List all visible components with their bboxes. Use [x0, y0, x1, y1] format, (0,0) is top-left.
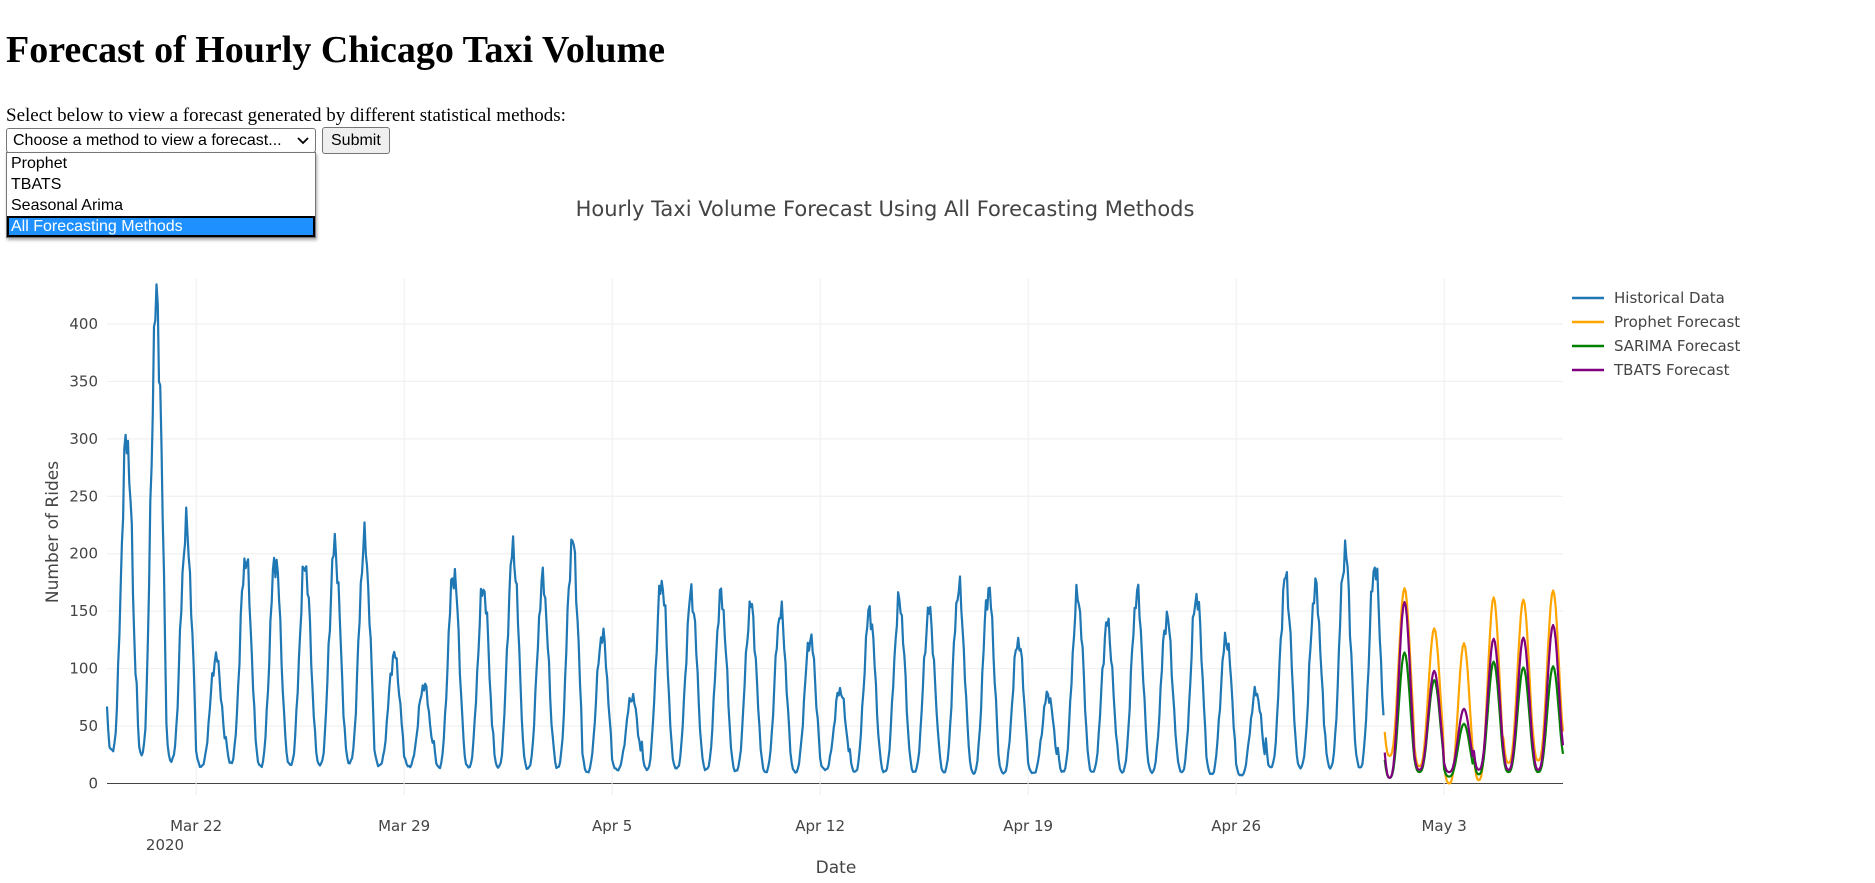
x-axis-ticks: Mar 22 Mar 29 Apr 5 Apr 12 Apr 19 Apr 26 May 3 [170, 817, 1467, 835]
x-tick-label: Apr 12 [795, 817, 845, 835]
method-select-value: Choose a method to view a forecast... [13, 131, 282, 149]
y-tick-label: 0 [88, 775, 98, 793]
y-tick-label: 250 [69, 487, 98, 505]
grid-lines [107, 278, 1563, 795]
x-tick-label: Apr 19 [1003, 817, 1053, 835]
option-all-forecasting-methods[interactable]: All Forecasting Methods [7, 216, 315, 237]
y-axis-label: Number of Rides [43, 461, 63, 603]
x-axis-year-label: 2020 [146, 836, 184, 854]
x-tick-label: Mar 29 [378, 817, 430, 835]
y-tick-label: 300 [69, 430, 98, 448]
y-tick-label: 200 [69, 545, 98, 563]
y-tick-label: 400 [69, 315, 98, 333]
series-line-historical-data [105, 283, 1385, 777]
chevron-down-icon [297, 132, 309, 150]
method-dropdown-list: Prophet TBATS Seasonal Arima All Forecas… [6, 152, 316, 238]
series-lines [105, 283, 1565, 785]
y-axis-ticks: 0 50 100 150 200 250 300 350 400 [69, 315, 98, 793]
y-tick-label: 150 [69, 602, 98, 620]
option-tbats[interactable]: TBATS [11, 176, 62, 193]
option-seasonal-arima[interactable]: Seasonal Arima [11, 197, 124, 214]
legend-label: Prophet Forecast [1614, 313, 1740, 331]
y-tick-label: 100 [69, 660, 98, 678]
x-tick-label: Apr 26 [1211, 817, 1261, 835]
x-tick-label: Apr 5 [592, 817, 632, 835]
x-tick-label: Mar 22 [170, 817, 222, 835]
page-title: Forecast of Hourly Chicago Taxi Volume [6, 29, 666, 71]
chart-title: Hourly Taxi Volume Forecast Using All Fo… [576, 197, 1195, 221]
option-prophet[interactable]: Prophet [11, 155, 68, 172]
y-tick-label: 50 [79, 717, 98, 735]
legend: Historical Data Prophet Forecast SARIMA Fo… [1572, 289, 1740, 379]
legend-label: Historical Data [1614, 289, 1725, 307]
x-axis-label: Date [816, 858, 857, 878]
x-tick-label: May 3 [1421, 817, 1466, 835]
legend-label: TBATS Forecast [1613, 361, 1730, 379]
y-tick-label: 350 [69, 372, 98, 390]
legend-label: SARIMA Forecast [1614, 337, 1740, 355]
series-line-tbats-forecast [1383, 600, 1565, 779]
instructions-text: Select below to view a forecast generate… [6, 105, 566, 126]
submit-button[interactable]: Submit [322, 127, 390, 154]
